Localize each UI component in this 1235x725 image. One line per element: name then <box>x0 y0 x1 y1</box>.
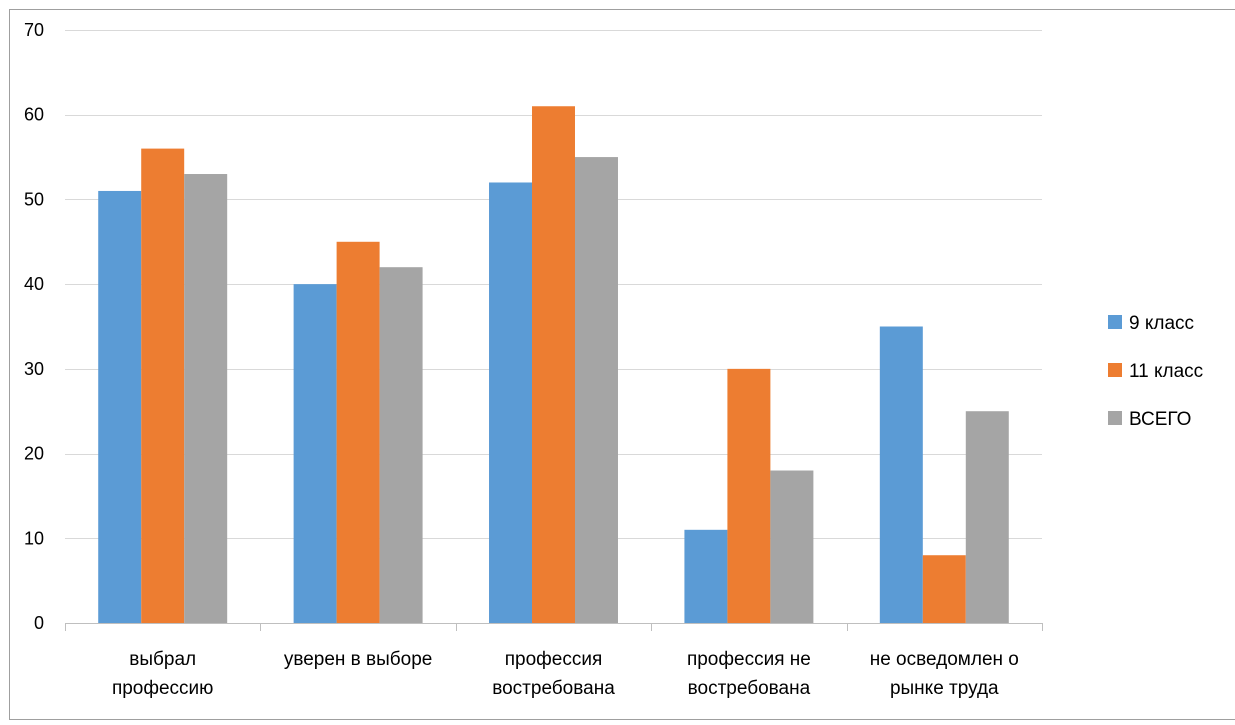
legend-label: 11 класс <box>1129 361 1203 382</box>
bar <box>727 369 770 623</box>
x-category-label: востребована <box>688 678 811 699</box>
x-category-label: востребована <box>492 678 615 699</box>
bar <box>923 555 966 623</box>
bar <box>770 471 813 623</box>
y-tick-label: 10 <box>24 528 44 548</box>
x-category-label: профессия <box>505 649 603 670</box>
y-tick-label: 70 <box>24 20 44 40</box>
bar <box>141 149 184 623</box>
bar <box>532 106 575 623</box>
bar <box>294 284 337 623</box>
y-tick-label: 40 <box>24 274 44 294</box>
x-category-label: уверен в выборе <box>284 649 433 670</box>
legend-swatch <box>1108 363 1122 377</box>
bar <box>966 411 1009 623</box>
legend-swatch <box>1108 315 1122 329</box>
legend-label: ВСЕГО <box>1129 409 1191 430</box>
bar <box>684 530 727 623</box>
x-category-label: не осведомлен о <box>870 649 1019 670</box>
bar <box>184 174 227 623</box>
bar <box>380 267 423 623</box>
bar <box>575 157 618 623</box>
y-tick-label: 50 <box>24 189 44 209</box>
bar <box>489 182 532 623</box>
y-tick-label: 30 <box>24 359 44 379</box>
x-category-label: рынке труда <box>890 678 999 699</box>
x-category-label: профессия не <box>687 649 811 670</box>
bar <box>880 327 923 624</box>
legend-swatch <box>1108 411 1122 425</box>
y-tick-label: 0 <box>34 613 44 633</box>
y-tick-label: 20 <box>24 444 44 464</box>
y-tick-label: 60 <box>24 105 44 125</box>
legend-label: 9 класс <box>1129 313 1194 334</box>
bar <box>337 242 380 623</box>
bar <box>98 191 141 623</box>
x-category-label: профессию <box>112 678 214 699</box>
x-category-label: выбрал <box>129 649 196 670</box>
